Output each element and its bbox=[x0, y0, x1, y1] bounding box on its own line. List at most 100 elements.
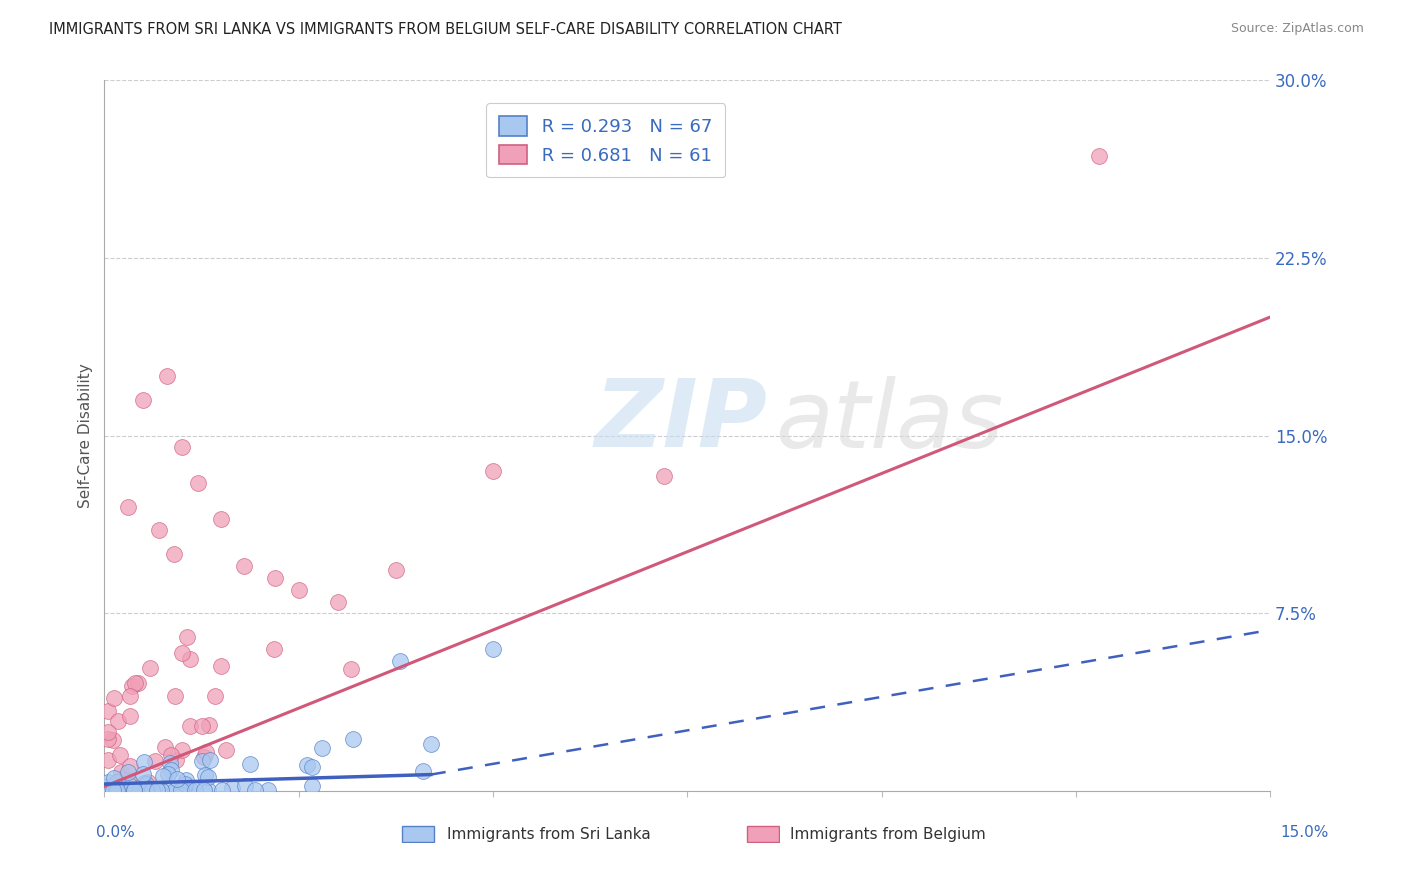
Point bbox=[103, 690, 125, 705]
Point bbox=[117, 772, 139, 787]
Point bbox=[174, 783, 197, 797]
Point bbox=[221, 781, 243, 796]
Point bbox=[155, 369, 177, 384]
Point bbox=[198, 717, 221, 731]
Text: Immigrants from Belgium: Immigrants from Belgium bbox=[790, 827, 986, 841]
Point bbox=[124, 675, 146, 690]
Point bbox=[108, 783, 131, 797]
Point bbox=[108, 748, 131, 763]
Point bbox=[97, 783, 120, 797]
Point bbox=[482, 464, 505, 478]
Point bbox=[200, 753, 222, 767]
Point bbox=[120, 709, 142, 723]
Text: Source: ZipAtlas.com: Source: ZipAtlas.com bbox=[1230, 22, 1364, 36]
Point bbox=[103, 780, 125, 795]
Point bbox=[135, 777, 157, 791]
Point bbox=[118, 778, 141, 792]
Legend:  R = 0.293   N = 67,  R = 0.681   N = 61: R = 0.293 N = 67, R = 0.681 N = 61 bbox=[486, 103, 725, 178]
Point bbox=[197, 783, 219, 797]
Point bbox=[141, 783, 163, 797]
Point bbox=[342, 731, 364, 746]
Point bbox=[107, 714, 129, 728]
Point bbox=[115, 783, 138, 797]
Point bbox=[193, 768, 215, 782]
Point bbox=[104, 783, 127, 797]
Point bbox=[132, 392, 155, 407]
Point bbox=[163, 547, 186, 561]
Point bbox=[197, 770, 219, 784]
Point bbox=[139, 661, 162, 675]
Point bbox=[1088, 149, 1111, 163]
Point bbox=[122, 783, 145, 797]
Point bbox=[124, 783, 146, 797]
Point bbox=[160, 747, 183, 762]
Point bbox=[100, 780, 122, 795]
Point bbox=[204, 689, 226, 703]
Point bbox=[103, 771, 125, 785]
Y-axis label: Self-Care Disability: Self-Care Disability bbox=[79, 363, 93, 508]
Point bbox=[239, 756, 262, 771]
Text: 0.0%: 0.0% bbox=[96, 825, 135, 839]
Point bbox=[101, 783, 124, 797]
Point bbox=[187, 475, 209, 490]
Point bbox=[287, 582, 309, 597]
Point bbox=[412, 764, 434, 778]
Text: 15.0%: 15.0% bbox=[1281, 825, 1329, 839]
Point bbox=[97, 753, 120, 767]
Point bbox=[264, 571, 287, 585]
Point bbox=[209, 511, 232, 525]
Point bbox=[97, 704, 120, 718]
Point bbox=[165, 753, 187, 767]
Point bbox=[174, 777, 197, 791]
Point bbox=[117, 500, 139, 514]
Point bbox=[121, 679, 143, 693]
Point bbox=[97, 783, 120, 797]
Point bbox=[118, 759, 141, 773]
Point bbox=[143, 754, 166, 768]
Point bbox=[163, 783, 186, 797]
Point bbox=[166, 772, 188, 787]
Point bbox=[174, 772, 197, 787]
Point bbox=[339, 662, 361, 676]
Point bbox=[243, 783, 266, 797]
Point bbox=[100, 783, 122, 797]
Point bbox=[111, 783, 134, 797]
Point bbox=[482, 641, 505, 656]
Point bbox=[132, 776, 155, 790]
Point bbox=[233, 779, 256, 793]
Point bbox=[257, 783, 280, 797]
Point bbox=[173, 783, 195, 797]
Point bbox=[295, 758, 318, 772]
Point bbox=[652, 468, 675, 483]
Point bbox=[114, 783, 136, 797]
Point bbox=[179, 782, 201, 797]
Point bbox=[97, 724, 120, 739]
Point bbox=[211, 783, 233, 797]
Point bbox=[135, 783, 157, 797]
Point bbox=[97, 783, 120, 797]
Point bbox=[311, 741, 333, 756]
Point bbox=[127, 675, 149, 690]
Point bbox=[190, 719, 212, 733]
Point bbox=[97, 775, 120, 789]
Text: ZIP: ZIP bbox=[595, 376, 766, 467]
Point bbox=[172, 783, 194, 797]
Point bbox=[163, 689, 186, 703]
Point bbox=[179, 719, 201, 733]
Point bbox=[170, 783, 193, 797]
Point bbox=[125, 783, 148, 797]
Point bbox=[97, 779, 120, 793]
Point bbox=[136, 780, 159, 795]
Point bbox=[385, 562, 408, 576]
Point bbox=[97, 783, 120, 797]
Point bbox=[157, 767, 180, 781]
Point bbox=[184, 783, 207, 797]
Point bbox=[97, 732, 120, 747]
Point bbox=[326, 594, 349, 608]
Point bbox=[170, 742, 193, 756]
Point bbox=[110, 764, 132, 779]
Point bbox=[233, 558, 256, 573]
Point bbox=[190, 754, 212, 768]
Point bbox=[193, 750, 215, 764]
Point bbox=[138, 775, 160, 789]
